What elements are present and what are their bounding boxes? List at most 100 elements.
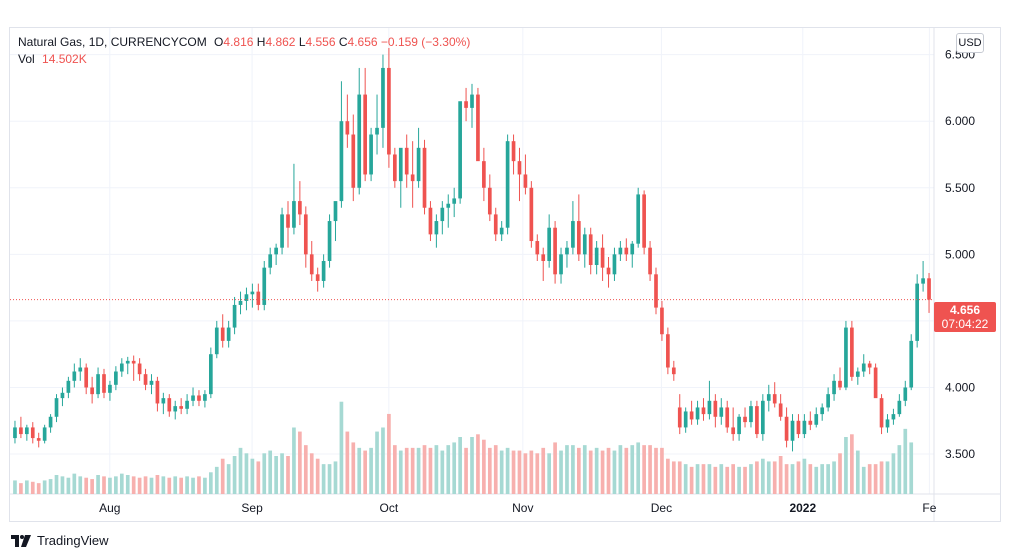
candle-body [262, 267, 267, 305]
volume-bar [903, 428, 908, 494]
volume-bar [482, 439, 486, 494]
volume-bar [802, 458, 807, 494]
volume-bar [351, 442, 356, 494]
volume-bar [559, 450, 563, 494]
candle-body [434, 221, 439, 235]
volume-bar [476, 434, 480, 494]
volume-bar [13, 480, 17, 494]
volume-bar [796, 461, 801, 494]
candle-body [66, 380, 71, 393]
volume-bar [749, 464, 753, 494]
volume-bar [529, 450, 534, 494]
x-tick-label: Aug [99, 501, 120, 515]
candle-body [214, 327, 219, 355]
candle-body [357, 94, 362, 188]
candle-body [381, 67, 385, 128]
candle-body [54, 398, 59, 417]
volume-bar [42, 480, 47, 494]
candle-body [671, 367, 676, 375]
candle-body [392, 154, 397, 182]
volume-bar [671, 461, 676, 494]
candle-body [743, 416, 747, 423]
volume-bar [470, 437, 474, 494]
volume-bar [333, 461, 338, 494]
candle-body [820, 407, 825, 415]
legend-open-label: O [214, 35, 224, 49]
candle-body [903, 387, 908, 401]
candle-body [482, 161, 486, 188]
tradingview-logo[interactable]: TradingView [11, 533, 109, 548]
volume-bar [84, 477, 89, 494]
candle-body [339, 121, 344, 202]
candle-body [612, 254, 617, 275]
candle-body [529, 187, 534, 242]
candle-body [191, 395, 195, 401]
candle-body [523, 174, 528, 188]
volume-bar [446, 445, 451, 494]
volume-bar [909, 442, 914, 494]
candle-body [511, 141, 516, 162]
candle-body [499, 227, 504, 235]
candle-body [36, 438, 41, 441]
currency-button[interactable]: USD [956, 33, 984, 53]
candle-body [814, 414, 819, 425]
candle-body [280, 214, 284, 248]
chart-canvas[interactable]: 6.5006.0005.5005.0004.5004.0003.500AugSe… [10, 28, 1000, 521]
candle-body [149, 380, 154, 385]
volume-bar [755, 461, 759, 494]
candle-body [185, 400, 189, 409]
candle-body [517, 161, 522, 175]
volume-bar [244, 453, 249, 494]
volume-bar [820, 464, 825, 494]
legend-volume-value: 14.502K [42, 52, 87, 66]
candle-body [624, 247, 629, 255]
volume-bar [695, 464, 700, 494]
x-tick-label: Nov [512, 501, 533, 515]
volume-bar [125, 475, 130, 494]
volume-bar [298, 431, 302, 494]
candle-body [885, 419, 890, 428]
candle-body [90, 387, 94, 395]
candle-body [778, 403, 783, 417]
candle-body [274, 247, 278, 255]
candle-body [553, 227, 557, 275]
legend-open-value: 4.816 [223, 35, 254, 49]
candle-body [606, 267, 611, 275]
candle-body [78, 367, 83, 372]
volume-bar [24, 480, 29, 494]
volume-bar [280, 453, 284, 494]
volume-bar [197, 476, 201, 494]
volume-bar [790, 464, 795, 494]
volume-bar [309, 453, 314, 494]
legend-symbol[interactable]: Natural Gas, 1D, CURRENCYCOM [18, 35, 207, 49]
volume-bar [660, 447, 664, 494]
volume-bar [155, 475, 160, 494]
volume-bar [464, 447, 468, 494]
candle-body [48, 416, 53, 428]
candle-body [731, 427, 736, 435]
volume-bar [78, 476, 83, 494]
candle-body [464, 101, 468, 108]
volume-bar [114, 476, 118, 494]
volume-bar [262, 453, 267, 494]
volume-bar [897, 445, 902, 494]
last-price-value: 4.656 [949, 303, 981, 317]
legend-volume-label[interactable]: Vol [18, 52, 35, 66]
candle-body [60, 392, 65, 399]
candle-body [131, 360, 136, 364]
x-tick-label: 2022 [789, 501, 816, 515]
volume-bar [624, 447, 629, 494]
volume-bar [161, 476, 166, 494]
candle-body [879, 398, 884, 428]
candle-body [238, 300, 243, 305]
volume-bar [683, 464, 688, 494]
volume-bar [713, 466, 718, 494]
chart-frame[interactable]: 6.5006.0005.5005.0004.5004.0003.500AugSe… [9, 27, 1001, 522]
volume-bar [96, 475, 100, 494]
candle-body [114, 371, 118, 385]
legend-high-label: H [256, 35, 266, 49]
candle-body [458, 101, 462, 199]
volume-bar [191, 477, 195, 494]
volume-bar [535, 453, 540, 494]
legend-high-value: 4.862 [265, 35, 296, 49]
